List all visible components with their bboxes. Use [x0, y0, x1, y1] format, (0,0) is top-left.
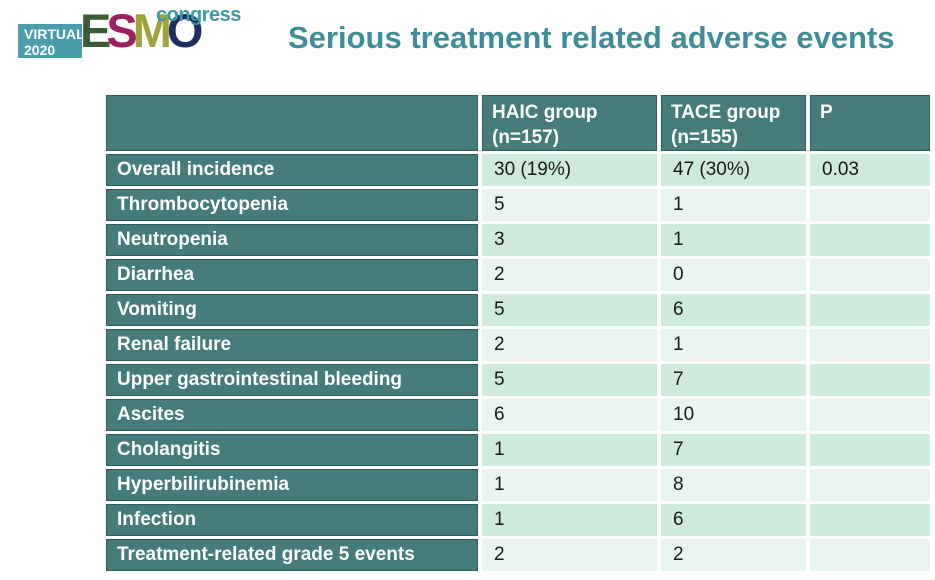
table-row: Treatment-related grade 5 events 2 2 [106, 539, 930, 572]
haic-value-cell: 2 [482, 259, 657, 292]
table-row: Ascites 6 10 [106, 399, 930, 432]
haic-value-cell: 6 [482, 399, 657, 432]
tace-value-cell: 7 [661, 364, 806, 397]
table-row: Overall incidence 30 (19%) 47 (30%) 0.03 [106, 154, 930, 187]
esmo-wordmark: ESMO [80, 4, 203, 57]
haic-value-cell: 3 [482, 224, 657, 257]
haic-value-cell: 1 [482, 504, 657, 537]
haic-value-cell: 2 [482, 329, 657, 362]
haic-value-cell: 1 [482, 469, 657, 502]
row-label-cell: Neutropenia [106, 224, 478, 257]
haic-value-cell: 2 [482, 539, 657, 572]
tace-value-cell: 6 [661, 504, 806, 537]
row-label-cell: Overall incidence [106, 154, 478, 187]
esmo-letter-s: S [106, 4, 137, 57]
p-value-cell [810, 399, 930, 432]
table-header-row: HAIC group (n=157) TACE group (n=155) P [106, 95, 930, 152]
p-value-cell [810, 224, 930, 257]
table-row: Hyperbilirubinemia 1 8 [106, 469, 930, 502]
column-header-tace: TACE group (n=155) [661, 95, 806, 152]
virtual-2020-badge: VIRTUAL 2020 [18, 24, 85, 59]
tace-value-cell: 8 [661, 469, 806, 502]
p-value-cell [810, 539, 930, 572]
row-label-cell: Ascites [106, 399, 478, 432]
haic-value-cell: 30 (19%) [482, 154, 657, 187]
haic-value-cell: 1 [482, 434, 657, 467]
p-value-cell [810, 259, 930, 292]
tace-value-cell: 10 [661, 399, 806, 432]
tace-value-cell: 7 [661, 434, 806, 467]
table-row: Thrombocytopenia 5 1 [106, 189, 930, 222]
tace-value-cell: 47 (30%) [661, 154, 806, 187]
column-header-p: P [810, 95, 930, 152]
virtual-badge-line1: VIRTUAL [24, 26, 85, 42]
p-value-cell [810, 189, 930, 222]
adverse-events-table: HAIC group (n=157) TACE group (n=155) P … [102, 92, 934, 574]
row-label-cell: Vomiting [106, 294, 478, 327]
haic-value-cell: 5 [482, 364, 657, 397]
table-row: Infection 1 6 [106, 504, 930, 537]
p-value-cell [810, 434, 930, 467]
corner-cell [106, 95, 478, 152]
row-label-cell: Infection [106, 504, 478, 537]
table-row: Diarrhea 2 0 [106, 259, 930, 292]
tace-value-cell: 1 [661, 189, 806, 222]
p-value-cell [810, 504, 930, 537]
table-row: Upper gastrointestinal bleeding 5 7 [106, 364, 930, 397]
tace-value-cell: 2 [661, 539, 806, 572]
row-label-cell: Cholangitis [106, 434, 478, 467]
esmo-congress-logo: VIRTUAL 2020 ESMO congress [0, 0, 260, 70]
p-value-cell [810, 294, 930, 327]
esmo-letter-e: E [80, 4, 111, 57]
p-value-cell [810, 329, 930, 362]
virtual-badge-line2: 2020 [24, 42, 56, 59]
row-label-cell: Treatment-related grade 5 events [106, 539, 478, 572]
p-value-cell [810, 469, 930, 502]
slide-title: Serious treatment related adverse events [288, 20, 895, 55]
tace-value-cell: 0 [661, 259, 806, 292]
tace-value-cell: 6 [661, 294, 806, 327]
row-label-cell: Upper gastrointestinal bleeding [106, 364, 478, 397]
esmo-letter-m: M [132, 4, 172, 57]
table-row: Vomiting 5 6 [106, 294, 930, 327]
tace-value-cell: 1 [661, 329, 806, 362]
esmo-letter-o: O [166, 4, 203, 57]
table-row: Cholangitis 1 7 [106, 434, 930, 467]
p-value-cell: 0.03 [810, 154, 930, 187]
haic-value-cell: 5 [482, 294, 657, 327]
row-label-cell: Hyperbilirubinemia [106, 469, 478, 502]
row-label-cell: Diarrhea [106, 259, 478, 292]
tace-value-cell: 1 [661, 224, 806, 257]
column-header-haic: HAIC group (n=157) [482, 95, 657, 152]
table-row: Renal failure 2 1 [106, 329, 930, 362]
table-row: Neutropenia 3 1 [106, 224, 930, 257]
congress-label: congress [156, 4, 241, 26]
p-value-cell [810, 364, 930, 397]
row-label-cell: Renal failure [106, 329, 478, 362]
row-label-cell: Thrombocytopenia [106, 189, 478, 222]
haic-value-cell: 5 [482, 189, 657, 222]
